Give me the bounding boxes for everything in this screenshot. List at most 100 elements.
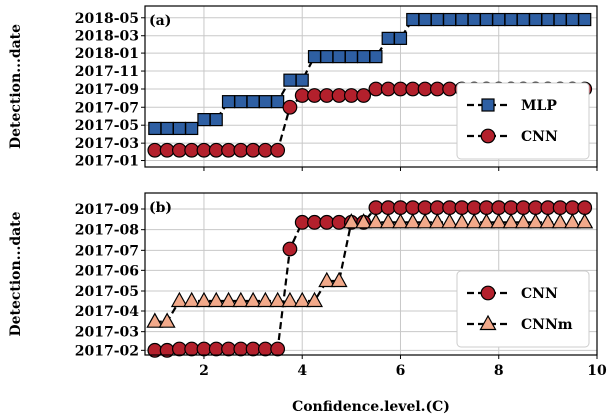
- data-point: [406, 12, 420, 27]
- data-point: [455, 12, 469, 27]
- data-point: [160, 121, 174, 136]
- legend-label-cnn: CNN: [521, 129, 558, 145]
- data-point: [465, 213, 483, 229]
- data-point: [552, 200, 568, 216]
- data-point: [221, 341, 236, 357]
- x-tick-label: 8: [494, 363, 504, 379]
- data-point: [258, 95, 272, 109]
- series-mlp: [148, 12, 592, 136]
- data-point: [551, 213, 569, 229]
- plot-frame: [144, 192, 598, 356]
- data-point: [184, 341, 200, 357]
- data-point: [294, 88, 310, 103]
- x-tick-label: 4: [297, 363, 307, 379]
- data-point: [330, 271, 348, 288]
- data-point: [565, 12, 580, 27]
- x-tick-label: 6: [396, 363, 406, 379]
- data-point: [514, 213, 532, 229]
- data-point: [418, 12, 432, 27]
- data-point: [271, 95, 285, 109]
- data-point: [342, 213, 360, 229]
- data-point: [257, 341, 273, 357]
- data-point: [565, 200, 580, 216]
- legend-label-cnn: CNN: [521, 286, 558, 302]
- data-point: [293, 291, 311, 308]
- data-point: [147, 142, 163, 158]
- panel-b: 2 4 6 8 10 2017-02 2017-03 2017-04 2017-05 2017-0…: [8, 192, 607, 415]
- data-point: [282, 99, 298, 115]
- panel-a: 2017-01 2017-03 2017-05 2017-07 2017-09 2017-…: [8, 5, 598, 171]
- data-point: [221, 95, 236, 109]
- data-point: [343, 88, 359, 103]
- data-point: [502, 213, 520, 229]
- legend-label-mlp: MLP: [521, 98, 557, 114]
- data-point: [578, 12, 592, 27]
- data-point: [148, 121, 162, 136]
- data-point: [479, 12, 494, 27]
- data-point: [246, 95, 260, 109]
- legend-marker: [480, 128, 496, 144]
- data-point: [331, 88, 347, 103]
- data-point: [541, 12, 555, 27]
- data-point: [443, 12, 457, 27]
- data-point: [454, 200, 470, 216]
- data-point: [467, 12, 481, 27]
- legend-marker: [480, 285, 496, 301]
- data-point: [183, 291, 201, 308]
- data-point: [369, 50, 383, 64]
- data-point: [492, 12, 506, 27]
- data-point: [391, 213, 409, 229]
- y-tick-label: 2017-02: [75, 343, 139, 359]
- data-point: [270, 341, 286, 357]
- data-point: [405, 81, 421, 97]
- data-point: [245, 142, 261, 158]
- data-point: [283, 73, 297, 87]
- data-point: [528, 200, 543, 216]
- data-point: [208, 341, 224, 357]
- data-point: [319, 88, 335, 103]
- data-point: [441, 213, 459, 229]
- data-point: [158, 312, 176, 328]
- data-point: [540, 200, 556, 216]
- data-point: [381, 31, 395, 45]
- data-point: [184, 142, 200, 158]
- data-point: [577, 200, 593, 216]
- y-tick-label: 2017-11: [75, 64, 139, 80]
- data-point: [170, 291, 188, 308]
- legend: MLP CNN: [456, 82, 590, 160]
- data-point: [479, 200, 494, 216]
- y-tick-label: 2017-07: [75, 243, 139, 259]
- data-point: [527, 213, 545, 229]
- data-point: [357, 50, 371, 64]
- data-point: [429, 81, 445, 97]
- data-point: [221, 142, 236, 158]
- plot-frame: [144, 5, 598, 168]
- data-point: [269, 291, 287, 308]
- data-point: [430, 12, 444, 27]
- data-point: [491, 200, 507, 216]
- data-point: [171, 341, 187, 357]
- data-point: [503, 200, 519, 216]
- data-point: [294, 214, 310, 230]
- data-point: [405, 200, 421, 216]
- data-point: [442, 200, 458, 216]
- panel-label: (a): [149, 13, 171, 29]
- y-axis-label: Detection...date: [8, 211, 24, 336]
- data-point: [429, 200, 445, 216]
- y-tick-label: 2017-09: [75, 202, 139, 218]
- data-point: [307, 214, 322, 230]
- data-point: [528, 12, 543, 27]
- data-point: [146, 312, 164, 328]
- data-point: [159, 142, 175, 158]
- y-tick-label: 2017-03: [75, 136, 139, 152]
- series-cnnm: [146, 213, 594, 328]
- data-point: [220, 291, 238, 308]
- y-tick-label: 2017-05: [75, 284, 139, 300]
- legend-marker: [481, 98, 495, 112]
- y-axis-label: Detection...date: [8, 24, 24, 149]
- data-point: [416, 213, 434, 229]
- data-point: [368, 81, 384, 97]
- data-point: [197, 113, 211, 127]
- data-point: [256, 291, 274, 308]
